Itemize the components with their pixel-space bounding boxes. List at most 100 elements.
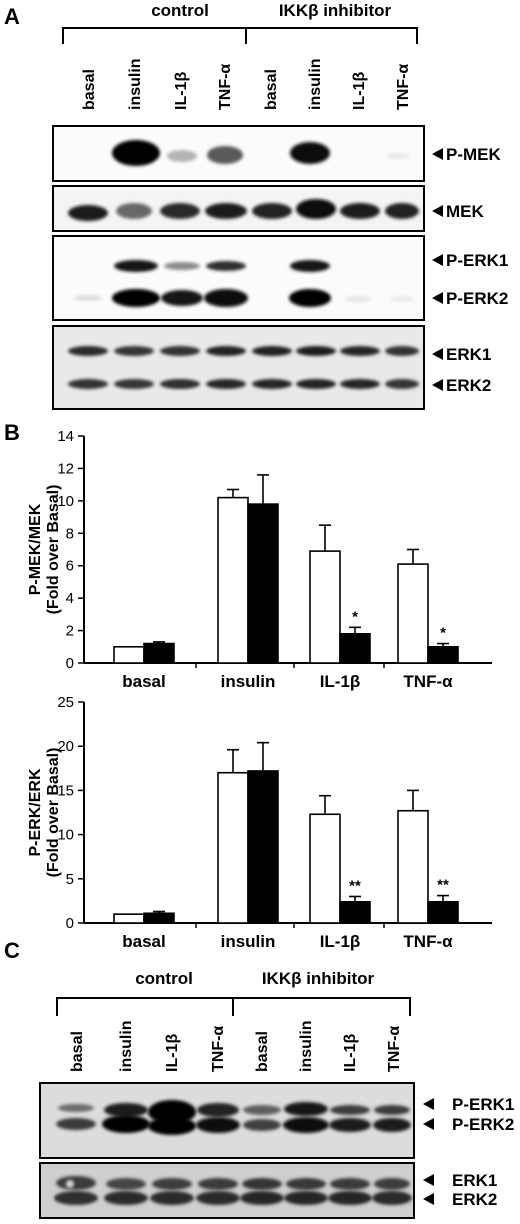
chart0-bar-TNF-α-s1 <box>397 563 429 664</box>
group-bracket-inhibitor: IKKβ inhibitor <box>245 1 418 44</box>
arrow-left-icon <box>432 348 443 360</box>
arrow-left-icon <box>423 1118 434 1130</box>
arrow-left-icon <box>432 205 443 217</box>
chart0-category-label: IL-1β <box>320 672 361 691</box>
lane-labels-c: basal insulin IL-1β TNF-α basal insulin IL-1β T… <box>69 1020 403 1072</box>
blot-erk <box>52 325 425 410</box>
chart1-bar-insulin-s2 <box>247 770 279 924</box>
chart0-y-tick-label: 8 <box>66 525 74 542</box>
band-label-erk2-c: ERK2 <box>423 1190 497 1209</box>
group-label-control-c: control <box>135 969 193 988</box>
chart1-significance-mark: ** <box>349 877 361 894</box>
chart0-y-tick-label: 6 <box>66 558 74 575</box>
band-label-p-erk2: P-ERK2 <box>432 289 508 308</box>
a-lane-label-5: basal <box>263 69 280 110</box>
chart0-bar-TNF-α-s2 <box>427 645 459 664</box>
panel-b: B 0 2 4 6 8 10 12 14 P-MEK/MEK(Fold over Basal) b… <box>4 420 492 951</box>
chart1-y-axis-label: P-ERK/ERK(Fold over Basal) <box>27 748 62 878</box>
svg-text:ERK1: ERK1 <box>452 1171 497 1190</box>
chart0-bar-basal-s1 <box>113 645 145 664</box>
chart0-significance-mark: * <box>440 625 446 642</box>
band-label-erk1-c: ERK1 <box>423 1171 497 1190</box>
band-label-p-erk2-c: P-ERK2 <box>423 1115 514 1134</box>
group-bracket-inhibitor-c: IKKβ inhibitor <box>232 969 411 1016</box>
chart1-y-tick-label: 15 <box>57 782 74 799</box>
svg-text:MEK: MEK <box>446 202 485 221</box>
a-lane-label-1: basal <box>81 69 98 110</box>
band-label-p-mek: P-MEK <box>432 145 502 164</box>
chart1-bar-IL-1β-s1 <box>309 813 341 924</box>
arrow-left-icon <box>423 1174 434 1186</box>
blot-erk-c <box>39 1162 415 1219</box>
band-label-p-erk1-c: P-ERK1 <box>423 1095 514 1114</box>
arrow-left-icon <box>432 148 443 160</box>
chart-p-erk-erk: 0 5 10 15 20 25 P-ERK/ERK(Fold over Basal) basa… <box>27 694 492 951</box>
chart1-category-label: IL-1β <box>320 932 361 951</box>
chart-p-mek-mek: 0 2 4 6 8 10 12 14 P-MEK/MEK(Fold over Basal) bas… <box>27 428 492 691</box>
chart0-y-tick-label: 10 <box>57 493 74 510</box>
chart1-bar-TNF-α-s1 <box>397 809 429 924</box>
chart1-y-tick-label: 20 <box>57 738 74 755</box>
chart0-significance-mark: * <box>352 608 358 625</box>
chart0-category-label: insulin <box>221 672 276 691</box>
chart0-y-tick-label: 2 <box>66 623 74 640</box>
panel-letter-c: C <box>4 938 20 963</box>
c-lane-label-5: basal <box>254 1031 271 1072</box>
arrow-left-icon <box>432 379 443 391</box>
a-lane-label-2: insulin <box>127 58 144 110</box>
svg-text:P-MEK: P-MEK <box>446 145 502 164</box>
group-label-inhibitor-c: IKKβ inhibitor <box>262 969 375 988</box>
group-bracket-control-c: control <box>56 969 233 1016</box>
blot-mek <box>52 185 425 232</box>
panel-a: A control IKKβ inhibitor basal insulin IL-… <box>4 1 508 410</box>
c-lane-label-7: IL-1β <box>342 1034 359 1072</box>
arrow-left-icon <box>432 292 443 304</box>
a-lane-label-8: TNF-α <box>395 64 412 110</box>
svg-text:ERK2: ERK2 <box>452 1190 497 1209</box>
group-label-inhibitor: IKKβ inhibitor <box>279 1 392 20</box>
band-label-erk1: ERK1 <box>432 345 491 364</box>
chart1-bar-basal-s2 <box>143 912 175 924</box>
blot-p-erk <box>52 235 425 321</box>
blot-p-erk-c <box>39 1082 415 1159</box>
lane-labels: basal insulin IL-1β TNF-α basal insulin IL-1β T… <box>81 58 412 110</box>
chart1-significance-mark: ** <box>437 877 449 894</box>
chart1-bar-insulin-s1 <box>217 771 249 924</box>
c-lane-label-6: insulin <box>298 1020 315 1072</box>
svg-text:P-ERK2: P-ERK2 <box>452 1115 514 1134</box>
svg-text:ERK1: ERK1 <box>446 345 491 364</box>
chart0-bar-IL-1β-s2 <box>339 633 371 664</box>
panel-c: C control IKKβ inhibitor basal insulin IL-… <box>4 938 514 1219</box>
chart0-bar-basal-s2 <box>143 642 175 664</box>
arrow-left-icon <box>423 1193 434 1205</box>
c-lane-label-4: TNF-α <box>210 1026 227 1072</box>
svg-text:ERK2: ERK2 <box>446 376 491 395</box>
chart0-y-tick-label: 12 <box>57 460 74 477</box>
chart0-category-label: TNF-α <box>403 672 453 691</box>
chart0-y-tick-label: 0 <box>66 655 74 672</box>
panel-letter-a: A <box>4 4 20 29</box>
a-lane-label-6: insulin <box>307 58 324 110</box>
svg-text:P-ERK2: P-ERK2 <box>446 289 508 308</box>
group-bracket-control: control <box>62 1 246 44</box>
chart1-y-tick-label: 10 <box>57 827 74 844</box>
chart1-category-label: basal <box>122 932 165 951</box>
band-label-p-erk1: P-ERK1 <box>432 251 508 270</box>
chart1-category-label: TNF-α <box>403 932 453 951</box>
chart1-category-label: insulin <box>221 932 276 951</box>
chart1-y-tick-label: 0 <box>66 915 74 932</box>
group-label-control: control <box>151 1 209 20</box>
chart1-y-tick-label: 25 <box>57 694 74 711</box>
panel-letter-b: B <box>4 420 20 445</box>
chart0-y-tick-label: 4 <box>66 590 74 607</box>
c-lane-label-2: insulin <box>118 1020 135 1072</box>
c-lane-label-8: TNF-α <box>386 1026 403 1072</box>
chart0-bar-IL-1β-s1 <box>309 550 341 664</box>
a-lane-label-4: TNF-α <box>217 64 234 110</box>
chart0-y-tick-label: 14 <box>57 428 74 445</box>
chart1-bar-TNF-α-s2 <box>427 900 459 924</box>
chart1-y-tick-label: 5 <box>66 871 74 888</box>
c-lane-label-3: IL-1β <box>164 1034 181 1072</box>
a-lane-label-7: IL-1β <box>351 72 368 110</box>
